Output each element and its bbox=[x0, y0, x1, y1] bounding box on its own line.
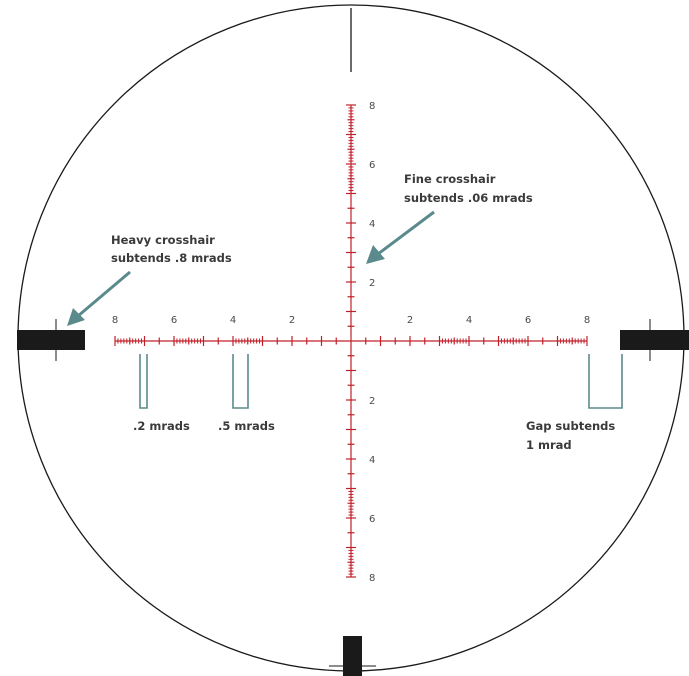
tick-label-right: 6 bbox=[525, 315, 531, 326]
bracket-point2-mrad bbox=[139, 354, 148, 409]
heavy-crosshair-label-line2: subtends .8 mrads bbox=[111, 251, 232, 265]
tick-label-down: 8 bbox=[369, 573, 375, 584]
tick-labels: 8 6 4 2 2 4 6 8 2 4 6 8 2 4 6 8 bbox=[112, 101, 590, 584]
heavy-crosshair-pointer bbox=[67, 270, 131, 326]
tick-label-down: 6 bbox=[369, 514, 375, 525]
heavy-crosshair-label-line1: Heavy crosshair bbox=[111, 233, 215, 247]
tick-label-down: 2 bbox=[369, 396, 375, 407]
heavy-post-bottom bbox=[343, 636, 362, 676]
tick-label-up: 8 bbox=[369, 101, 375, 112]
tick-label-up: 4 bbox=[369, 219, 375, 230]
point5-mrads-label: .5 mrads bbox=[218, 419, 275, 433]
bracket-gap-1-mrad bbox=[588, 354, 623, 409]
tick-label-left: 4 bbox=[230, 315, 236, 326]
bracket-point5-mrad bbox=[232, 354, 249, 409]
fine-crosshair-label-line1: Fine crosshair bbox=[404, 172, 496, 186]
gap-subtends-label-line1: Gap subtends bbox=[526, 419, 615, 433]
tick-label-left: 6 bbox=[171, 315, 177, 326]
fine-crosshair-label-line2: subtends .06 mrads bbox=[404, 191, 533, 205]
tick-label-up: 2 bbox=[369, 278, 375, 289]
fine-crosshair-pointer bbox=[366, 210, 435, 264]
tick-label-left: 8 bbox=[112, 315, 118, 326]
point2-mrads-label: .2 mrads bbox=[133, 419, 190, 433]
tick-label-up: 6 bbox=[369, 160, 375, 171]
tick-label-right: 2 bbox=[407, 315, 413, 326]
tick-label-right: 8 bbox=[584, 315, 590, 326]
heavy-post-right bbox=[620, 330, 689, 350]
heavy-post-left bbox=[17, 330, 85, 350]
tick-label-right: 4 bbox=[466, 315, 472, 326]
tick-label-left: 2 bbox=[289, 315, 295, 326]
tick-label-down: 4 bbox=[369, 455, 375, 466]
fine-crosshair bbox=[114, 104, 588, 578]
gap-subtends-label-line2: 1 mrad bbox=[526, 438, 572, 452]
